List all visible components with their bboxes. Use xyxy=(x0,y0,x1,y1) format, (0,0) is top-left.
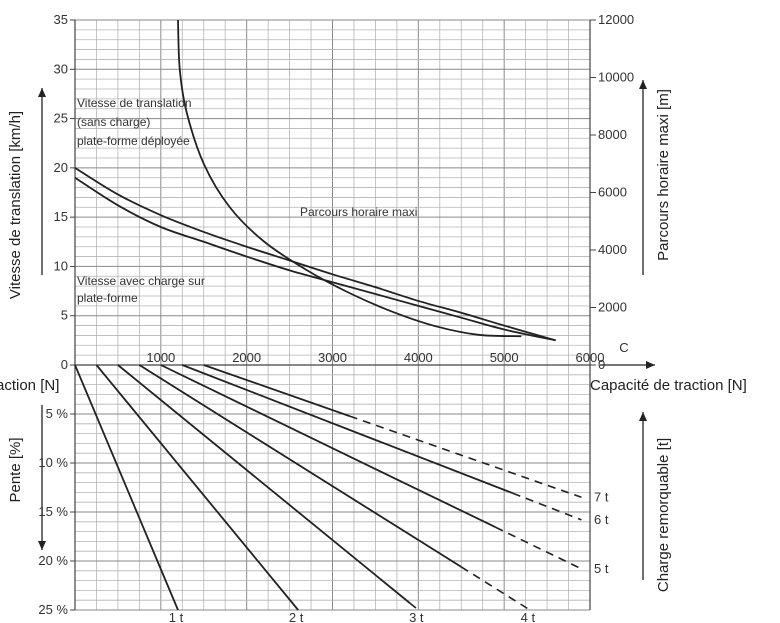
arrow-load-up-head xyxy=(639,412,647,421)
y-bottom-tick-label: 25 % xyxy=(38,602,68,617)
load-line-dashed-4t xyxy=(460,566,531,611)
y-left-tick-label: 20 xyxy=(54,160,68,175)
load-line-dashed-7t xyxy=(349,415,582,499)
load-line-4t xyxy=(138,364,462,568)
x-tick-label: 1000 xyxy=(146,350,175,365)
y-bottom-tick-label: 5 % xyxy=(46,406,69,421)
x-axis-title: Capacité de traction [N] xyxy=(590,377,747,394)
x-tick-label: 6000 xyxy=(576,350,605,365)
y-left-tick-label: 25 xyxy=(54,111,68,126)
load-line-5t xyxy=(160,364,496,529)
y-left-tick-label: 30 xyxy=(54,61,68,76)
y-right-tick-label: 12000 xyxy=(598,12,634,27)
annotation-hourly-distance: Parcours horaire maxi xyxy=(300,205,417,219)
chart-frame xyxy=(38,19,655,611)
arrow-distance-up-head xyxy=(639,80,647,89)
load-label-2t: 2 t xyxy=(289,610,304,623)
load-label-3t: 3 t xyxy=(409,610,424,623)
load-line-1t xyxy=(74,364,179,611)
y-left-tick-label: 5 xyxy=(61,308,68,323)
annotation-speed-unloaded: Vitesse de translation (sans charge) plate… xyxy=(77,96,192,148)
annotation-speed-loaded: Vitesse avec charge sur plate-forme xyxy=(77,274,205,305)
y-right-tick-label: 6000 xyxy=(598,185,627,200)
arrow-traction-right-head xyxy=(646,361,655,369)
speed-unloaded-curve xyxy=(74,167,556,342)
load-line-dashed-6t xyxy=(512,492,582,521)
y-left-tick-label: 15 xyxy=(54,209,68,224)
chart-labels: 0 5 10 15 20 25 30 35 0 2000 4000 6000 8000 10000 1200… xyxy=(0,12,747,623)
y-right-tick-label: 2000 xyxy=(598,300,627,315)
x-tick-label: 5000 xyxy=(490,350,519,365)
arrow-slope-down-head xyxy=(38,541,46,550)
load-line-3t xyxy=(117,364,411,604)
x-tick-label: 3000 xyxy=(318,350,347,365)
y-left-tick-label: 35 xyxy=(54,12,68,27)
load-label-7t: 7 t xyxy=(594,489,609,504)
y-right-tick-label: 8000 xyxy=(598,127,627,142)
y-left-axis-title: Vitesse de translation [km/h] xyxy=(7,111,24,299)
x-tick-label: 2000 xyxy=(232,350,261,365)
y-left-tick-label: 10 xyxy=(54,258,68,273)
load-label-5t: 5 t xyxy=(594,561,609,576)
load-line-dashed-3t xyxy=(409,602,419,611)
load-label-4t: 4 t xyxy=(521,610,536,623)
chart-curves xyxy=(74,19,582,611)
load-label-1t: 1 t xyxy=(169,610,184,623)
load-label-6t: 6 t xyxy=(594,512,609,527)
y-right-tick-label: 10000 xyxy=(598,70,634,85)
load-line-6t xyxy=(181,364,514,495)
arrow-speed-up-head xyxy=(38,88,46,97)
load-line-2t xyxy=(95,364,299,611)
x-tick-label: 4000 xyxy=(404,350,433,365)
y-bottom-tick-label: 15 % xyxy=(38,504,68,519)
y-right-tick-label: 4000 xyxy=(598,242,627,257)
chart-grid xyxy=(74,19,591,611)
y-bottom-tick-label: 20 % xyxy=(38,553,68,568)
load-line-dashed-5t xyxy=(495,526,582,570)
y-right-axis-title: Parcours horaire maxi [m] xyxy=(655,89,672,261)
y-bottom-right-axis-title: Charge remorquable [t] xyxy=(655,438,672,592)
y-bottom-tick-label: 10 % xyxy=(38,455,68,470)
load-line-7t xyxy=(203,364,350,417)
x-axis-letter: C xyxy=(619,340,628,355)
y-right-tick-label: 0 xyxy=(598,357,605,372)
y-left-tick-label: 0 xyxy=(61,357,68,372)
speed-loaded-curve xyxy=(74,176,556,342)
x-axis-title-left: action [N] xyxy=(0,377,59,394)
y-bottom-left-axis-title: Pente [%] xyxy=(7,437,24,502)
hourly-distance-curve xyxy=(177,19,522,338)
